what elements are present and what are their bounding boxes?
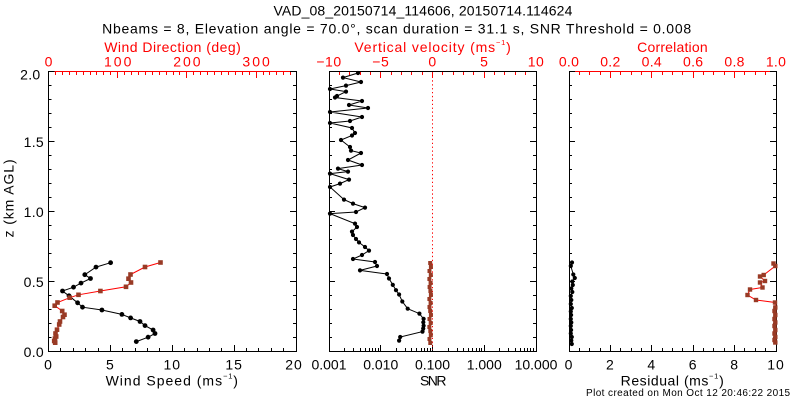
svg-text:0.5: 0.5 (24, 274, 44, 290)
svg-text:1.0: 1.0 (24, 204, 44, 220)
svg-text:10: 10 (528, 54, 545, 70)
svg-text:200: 200 (173, 54, 202, 70)
svg-text:5: 5 (106, 357, 115, 373)
svg-text:2: 2 (606, 357, 615, 373)
svg-text:0.8: 0.8 (724, 54, 744, 70)
svg-text:300: 300 (242, 54, 271, 70)
svg-text:Residual (ms−1): Residual (ms−1) (621, 372, 725, 389)
svg-text:0: 0 (565, 357, 574, 373)
svg-text:0.2: 0.2 (600, 54, 620, 70)
svg-text:0.0: 0.0 (24, 344, 44, 360)
svg-text:10: 10 (767, 357, 785, 373)
svg-text:1.000: 1.000 (467, 357, 502, 373)
svg-text:0: 0 (428, 54, 436, 70)
svg-text:0: 0 (45, 54, 55, 70)
svg-text:20: 20 (285, 357, 303, 373)
svg-text:1.5: 1.5 (24, 134, 44, 150)
svg-text:4: 4 (647, 357, 656, 373)
svg-text:0.0: 0.0 (559, 54, 579, 70)
svg-text:0: 0 (44, 357, 53, 373)
svg-text:Plot created on Mon Oct 12 20:: Plot created on Mon Oct 12 20:46:22 2015 (586, 388, 791, 399)
svg-text:z (km AGL): z (km AGL) (1, 158, 17, 237)
svg-text:Correlation: Correlation (637, 39, 708, 55)
svg-text:6: 6 (689, 357, 698, 373)
svg-text:0.100: 0.100 (415, 357, 450, 373)
svg-text:15: 15 (225, 357, 243, 373)
svg-text:10.000: 10.000 (515, 357, 558, 373)
svg-text:8: 8 (730, 357, 739, 373)
svg-text:−5: −5 (372, 54, 389, 70)
svg-text:Wind Speed (ms−1): Wind Speed (ms−1) (106, 372, 239, 389)
svg-text:VAD_08_20150714_114606, 201507: VAD_08_20150714_114606, 20150714.114624 (274, 2, 573, 18)
svg-text:0.001: 0.001 (311, 357, 346, 373)
svg-text:5: 5 (480, 54, 488, 70)
svg-text:SNR: SNR (420, 373, 446, 389)
svg-text:0.4: 0.4 (642, 54, 662, 70)
svg-text:100: 100 (104, 54, 133, 70)
svg-text:−10: −10 (316, 54, 341, 70)
svg-text:Wind Direction (deg): Wind Direction (deg) (104, 39, 241, 55)
svg-text:0.6: 0.6 (683, 54, 703, 70)
svg-text:Nbeams = 8, Elevation angle =: Nbeams = 8, Elevation angle = 70.0°, sca… (102, 20, 692, 36)
svg-text:Vertical velocity (ms−1): Vertical velocity (ms−1) (354, 38, 511, 55)
svg-text:0.010: 0.010 (363, 357, 398, 373)
svg-text:10: 10 (163, 357, 181, 373)
svg-text:2.0: 2.0 (20, 67, 40, 83)
svg-text:1.0: 1.0 (766, 54, 786, 70)
